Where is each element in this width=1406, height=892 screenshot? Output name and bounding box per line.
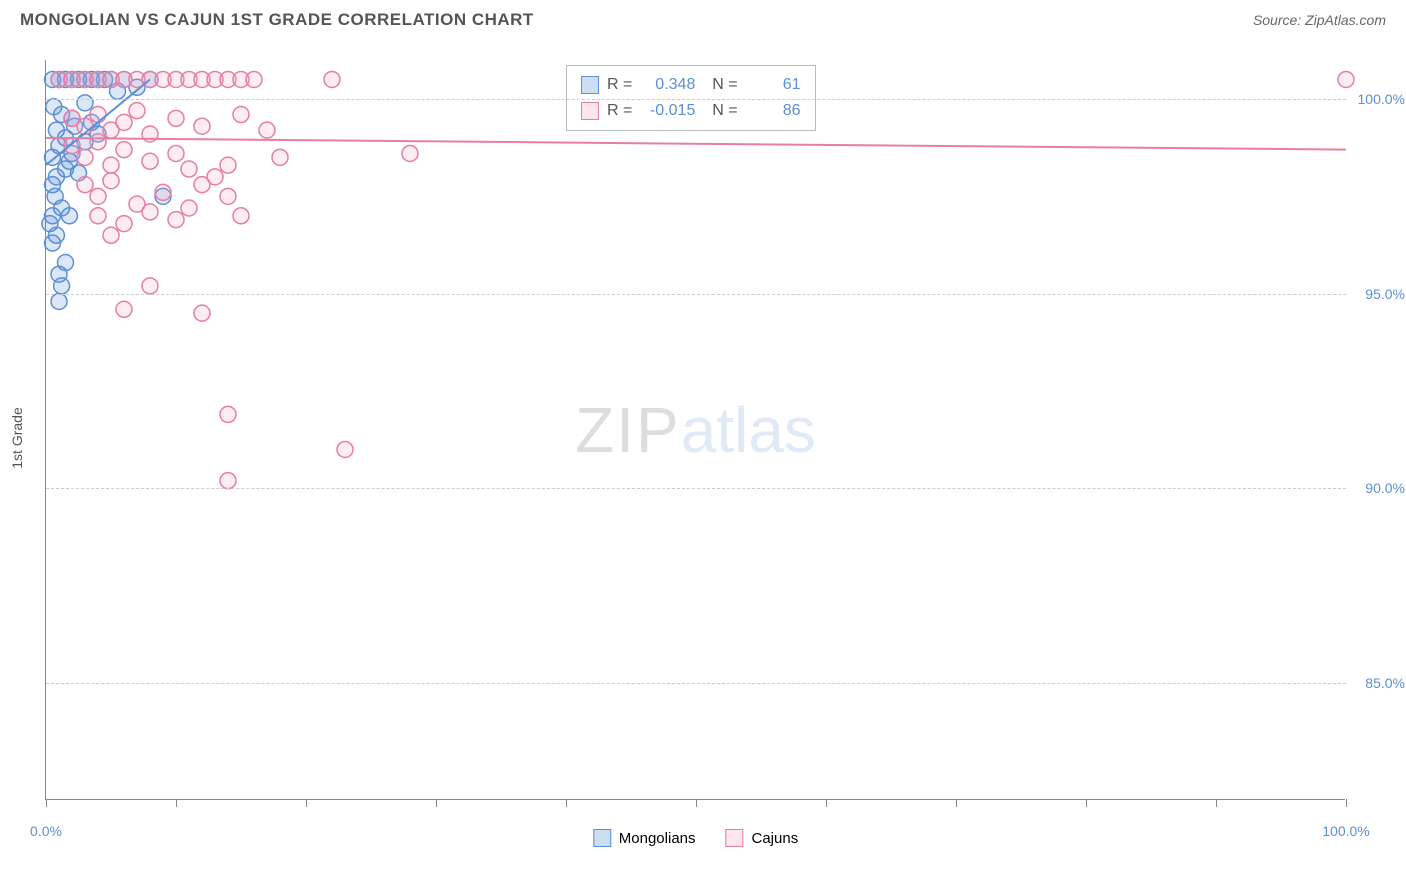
stats-n-value-2: 86 [746, 98, 801, 124]
bottom-legend: Mongolians Cajuns [593, 829, 798, 847]
scatter-point [129, 103, 145, 119]
x-tick [826, 799, 827, 807]
x-tick [566, 799, 567, 807]
x-tick [1216, 799, 1217, 807]
scatter-point [90, 188, 106, 204]
x-tick [176, 799, 177, 807]
scatter-point [194, 305, 210, 321]
scatter-point [194, 118, 210, 134]
scatter-point [116, 142, 132, 158]
x-tick [306, 799, 307, 807]
x-tick [1086, 799, 1087, 807]
x-tick [46, 799, 47, 807]
gridline-h [46, 99, 1346, 100]
legend-label-1: Mongolians [619, 830, 696, 847]
scatter-svg [46, 60, 1346, 800]
scatter-point [90, 134, 106, 150]
stats-r-label: R = [607, 72, 632, 98]
legend-item-series1: Mongolians [593, 829, 696, 847]
stats-r-value-2: -0.015 [640, 98, 695, 124]
scatter-point [155, 184, 171, 200]
scatter-point [90, 208, 106, 224]
legend-label-2: Cajuns [752, 830, 799, 847]
stats-r-value-1: 0.348 [640, 72, 695, 98]
scatter-point [1338, 71, 1354, 87]
trend-line [46, 138, 1346, 150]
y-axis-label: 1st Grade [9, 407, 25, 468]
scatter-point [402, 145, 418, 161]
scatter-point [220, 406, 236, 422]
scatter-point [233, 208, 249, 224]
scatter-point [103, 227, 119, 243]
scatter-point [61, 208, 77, 224]
y-tick-label: 100.0% [1358, 91, 1405, 107]
y-tick-label: 90.0% [1365, 480, 1405, 496]
scatter-point [142, 278, 158, 294]
scatter-point [116, 301, 132, 317]
legend-swatch-series1 [593, 829, 611, 847]
legend-swatch-series2 [726, 829, 744, 847]
scatter-point [103, 173, 119, 189]
source-label: Source: ZipAtlas.com [1253, 12, 1386, 28]
scatter-point [168, 145, 184, 161]
scatter-point [45, 149, 61, 165]
x-tick [1346, 799, 1347, 807]
stats-swatch-series2 [581, 102, 599, 120]
stats-swatch-series1 [581, 76, 599, 94]
legend-item-series2: Cajuns [726, 829, 799, 847]
stats-n-label: N = [703, 72, 737, 98]
scatter-point [90, 107, 106, 123]
scatter-point [116, 216, 132, 232]
gridline-h [46, 294, 1346, 295]
scatter-point [220, 157, 236, 173]
scatter-point [181, 200, 197, 216]
scatter-point [116, 114, 132, 130]
x-tick-label: 0.0% [30, 823, 62, 839]
stats-n-value-1: 61 [746, 72, 801, 98]
stats-row-series1: R = 0.348 N = 61 [581, 72, 801, 98]
scatter-point [58, 255, 74, 271]
scatter-point [103, 157, 119, 173]
x-tick [436, 799, 437, 807]
scatter-point [324, 71, 340, 87]
chart-title: MONGOLIAN VS CAJUN 1ST GRADE CORRELATION… [20, 10, 534, 30]
scatter-point [77, 177, 93, 193]
scatter-point [233, 107, 249, 123]
stats-row-series2: R = -0.015 N = 86 [581, 98, 801, 124]
x-tick [956, 799, 957, 807]
scatter-point [142, 204, 158, 220]
gridline-h [46, 488, 1346, 489]
scatter-point [272, 149, 288, 165]
stats-n-label: N = [703, 98, 737, 124]
gridline-h [46, 683, 1346, 684]
scatter-point [48, 227, 64, 243]
scatter-point [337, 441, 353, 457]
scatter-point [77, 95, 93, 111]
scatter-point [181, 161, 197, 177]
scatter-point [168, 212, 184, 228]
y-tick-label: 85.0% [1365, 675, 1405, 691]
x-tick-label: 100.0% [1322, 823, 1369, 839]
scatter-point [259, 122, 275, 138]
scatter-point [77, 149, 93, 165]
scatter-point [54, 278, 70, 294]
scatter-point [142, 153, 158, 169]
stats-r-label: R = [607, 98, 632, 124]
scatter-point [220, 188, 236, 204]
scatter-point [246, 71, 262, 87]
scatter-point [168, 110, 184, 126]
scatter-point [194, 177, 210, 193]
x-tick [696, 799, 697, 807]
scatter-point [220, 473, 236, 489]
y-tick-label: 95.0% [1365, 286, 1405, 302]
chart-container: 1st Grade ZIPatlas R = 0.348 N = 61 R = … [45, 60, 1385, 820]
scatter-point [51, 293, 67, 309]
plot-area: ZIPatlas R = 0.348 N = 61 R = -0.015 N =… [45, 60, 1345, 800]
